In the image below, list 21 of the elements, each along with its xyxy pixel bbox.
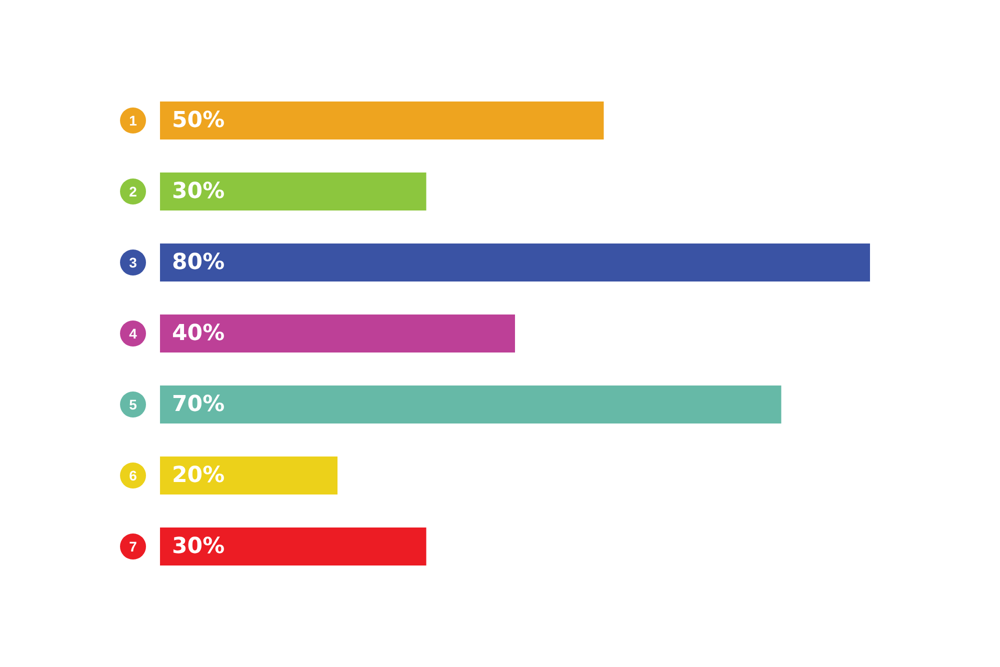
- bar: [160, 244, 870, 282]
- y-tick-label: 7: [129, 538, 138, 554]
- bar: [160, 386, 782, 424]
- data-label: 70%: [172, 392, 225, 417]
- bar: [160, 102, 604, 140]
- bar: [160, 172, 426, 210]
- y-tick-label: 5: [129, 396, 138, 412]
- bar: [160, 456, 338, 494]
- y-tick-label: 4: [129, 326, 138, 342]
- data-label: 30%: [172, 179, 225, 204]
- data-label: 80%: [172, 250, 225, 275]
- data-label: 20%: [172, 463, 225, 488]
- data-label: 50%: [172, 108, 225, 133]
- data-label: 40%: [172, 321, 225, 346]
- y-tick-label: 6: [129, 468, 138, 484]
- data-label: 30%: [172, 534, 225, 559]
- bar: [160, 528, 426, 566]
- y-tick-label: 3: [129, 254, 138, 270]
- y-tick-label: 1: [129, 112, 138, 128]
- y-tick-label: 2: [129, 184, 138, 200]
- bar: [160, 314, 515, 352]
